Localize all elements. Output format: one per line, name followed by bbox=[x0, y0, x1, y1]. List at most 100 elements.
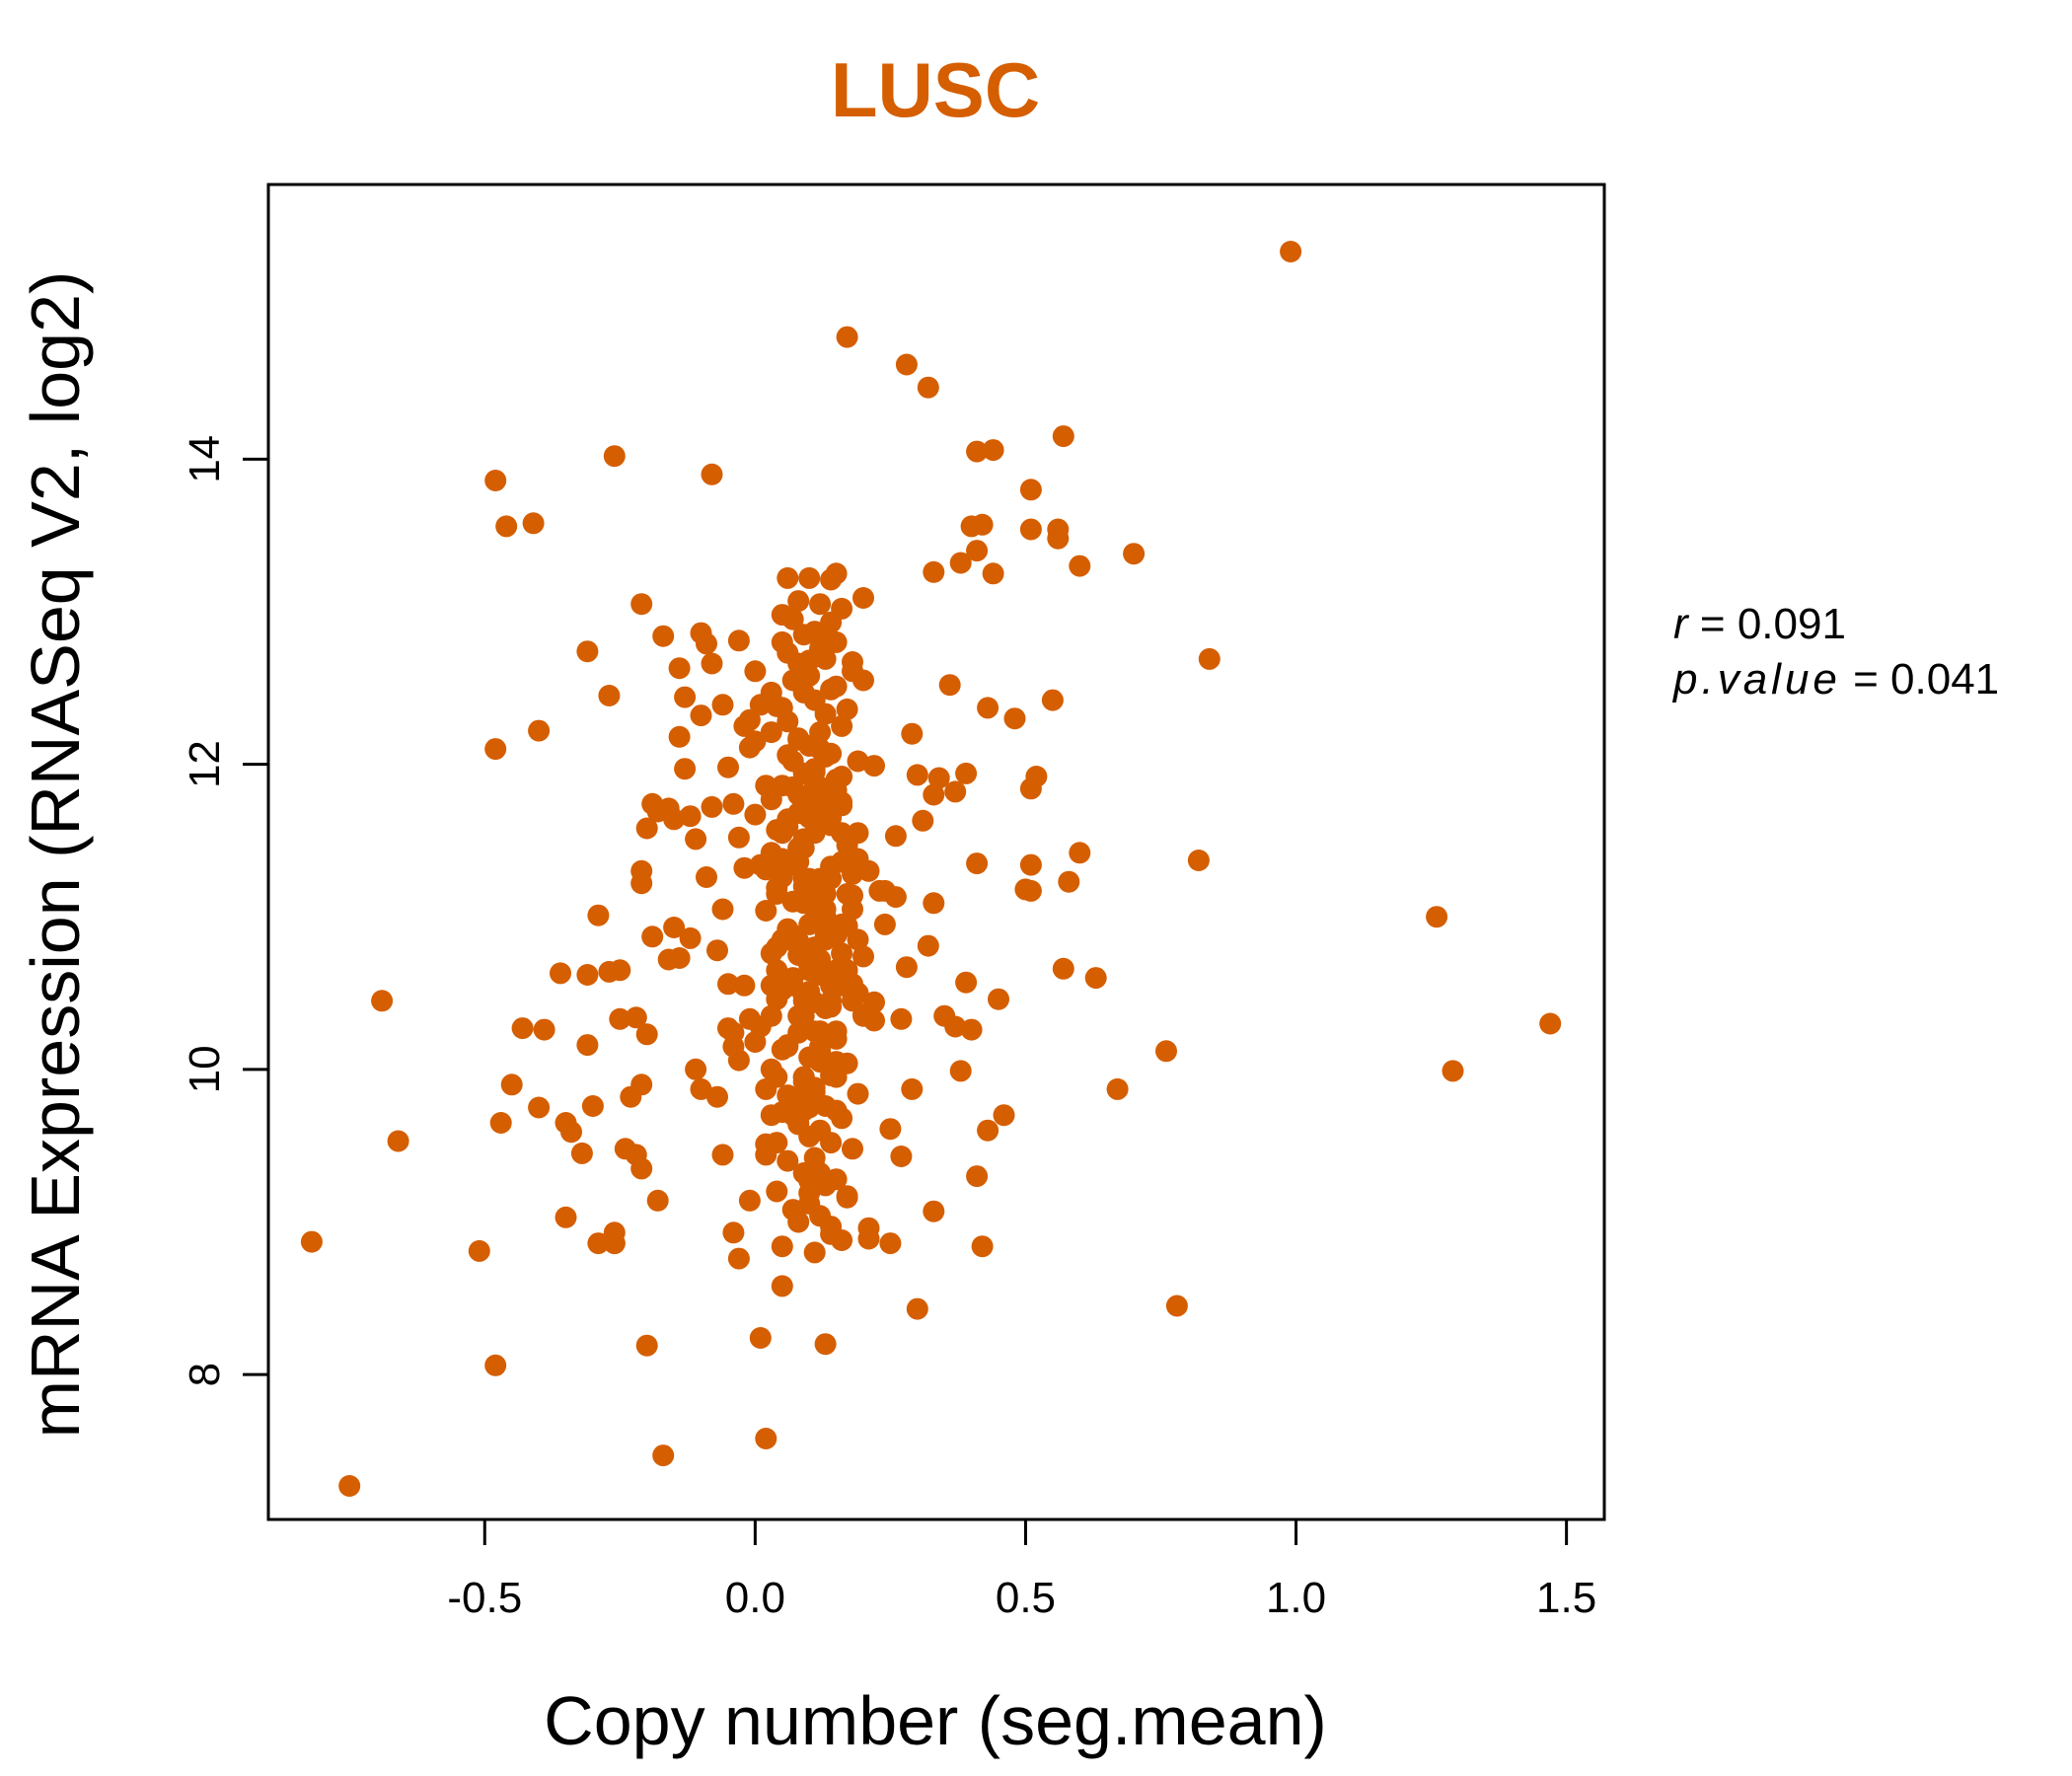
data-point bbox=[787, 837, 810, 859]
data-point bbox=[857, 1217, 880, 1239]
chart-title: LUSC bbox=[831, 46, 1040, 133]
data-point bbox=[701, 795, 723, 818]
data-point bbox=[814, 647, 837, 670]
data-point bbox=[484, 738, 507, 761]
data-point bbox=[685, 828, 707, 851]
data-point bbox=[923, 892, 945, 915]
data-point bbox=[668, 947, 691, 969]
data-point bbox=[771, 1101, 793, 1124]
data-point bbox=[831, 1107, 853, 1130]
data-point bbox=[733, 974, 756, 997]
data-point bbox=[1052, 957, 1074, 980]
data-point bbox=[755, 1144, 777, 1166]
data-point bbox=[955, 762, 978, 784]
data-point bbox=[787, 1112, 810, 1134]
data-point bbox=[814, 745, 837, 768]
data-point bbox=[831, 974, 853, 997]
data-point bbox=[949, 552, 972, 574]
data-point bbox=[917, 376, 939, 399]
data-point bbox=[630, 1073, 653, 1096]
data-point bbox=[701, 652, 723, 675]
data-point bbox=[993, 1104, 1015, 1127]
y-axis: 8 10 12 14 bbox=[181, 435, 270, 1386]
data-point bbox=[635, 817, 658, 840]
data-point bbox=[674, 758, 697, 780]
data-point bbox=[831, 714, 853, 737]
y-tick-label: 12 bbox=[181, 740, 229, 788]
data-point bbox=[581, 1095, 604, 1117]
data-point bbox=[836, 883, 858, 905]
data-point bbox=[749, 1327, 772, 1349]
data-point bbox=[711, 898, 734, 921]
data-point bbox=[777, 566, 799, 589]
data-point bbox=[630, 593, 653, 616]
data-point bbox=[484, 1354, 507, 1376]
data-point bbox=[727, 826, 750, 849]
data-point bbox=[1069, 842, 1091, 864]
data-point bbox=[906, 1297, 928, 1320]
data-point bbox=[836, 1186, 858, 1209]
data-point bbox=[966, 440, 989, 463]
data-point bbox=[1019, 879, 1042, 902]
x-tick-label: 0.0 bbox=[725, 1574, 785, 1622]
data-point bbox=[927, 767, 950, 789]
data-point bbox=[1187, 850, 1210, 871]
data-point bbox=[760, 1004, 782, 1027]
data-point bbox=[820, 611, 843, 633]
data-point bbox=[641, 925, 664, 948]
data-point bbox=[777, 1149, 799, 1172]
data-point bbox=[511, 1017, 534, 1040]
data-point bbox=[609, 959, 631, 982]
data-point bbox=[944, 780, 967, 803]
data-point bbox=[1019, 518, 1042, 541]
data-point bbox=[652, 625, 675, 647]
data-point bbox=[387, 1130, 409, 1152]
data-point bbox=[630, 872, 653, 895]
data-point bbox=[820, 806, 843, 829]
data-point bbox=[792, 624, 815, 646]
data-point bbox=[755, 1428, 777, 1449]
data-point bbox=[690, 1077, 712, 1100]
data-point bbox=[696, 632, 717, 655]
data-point bbox=[831, 822, 853, 845]
data-point bbox=[760, 842, 782, 864]
data-point bbox=[895, 956, 918, 979]
data-point bbox=[912, 809, 934, 832]
data-point bbox=[663, 917, 686, 938]
data-point bbox=[1052, 425, 1074, 448]
data-point bbox=[1280, 241, 1302, 262]
data-point bbox=[630, 1157, 653, 1180]
data-point bbox=[803, 1241, 826, 1264]
data-point bbox=[884, 886, 907, 909]
data-point bbox=[1041, 689, 1064, 711]
data-point bbox=[646, 1189, 669, 1212]
data-point bbox=[836, 326, 858, 348]
stats-annotation: r = 0.091 p.value = 0.041 bbox=[1671, 600, 1999, 703]
data-point bbox=[988, 988, 1009, 1010]
data-point bbox=[722, 792, 745, 815]
data-point bbox=[814, 1051, 837, 1073]
data-point bbox=[798, 566, 821, 589]
data-point bbox=[1084, 967, 1107, 990]
data-point bbox=[766, 883, 788, 905]
data-point bbox=[966, 540, 989, 562]
data-point bbox=[1123, 543, 1146, 565]
data-point bbox=[825, 1066, 848, 1088]
data-point bbox=[706, 939, 728, 962]
data-point bbox=[576, 640, 599, 663]
data-point bbox=[977, 697, 999, 719]
data-point bbox=[798, 806, 821, 829]
data-point bbox=[652, 1444, 675, 1467]
data-point bbox=[1106, 1077, 1129, 1100]
data-point bbox=[555, 1206, 577, 1228]
p-value-stat: p.value = 0.041 bbox=[1671, 655, 1999, 703]
data-point bbox=[755, 858, 777, 881]
data-point bbox=[847, 822, 869, 845]
data-point bbox=[533, 1018, 555, 1041]
data-point bbox=[982, 439, 1004, 462]
data-point bbox=[820, 913, 843, 935]
data-point bbox=[625, 1006, 647, 1029]
data-point bbox=[1198, 647, 1221, 670]
data-point bbox=[1047, 527, 1070, 550]
data-point bbox=[803, 883, 826, 905]
